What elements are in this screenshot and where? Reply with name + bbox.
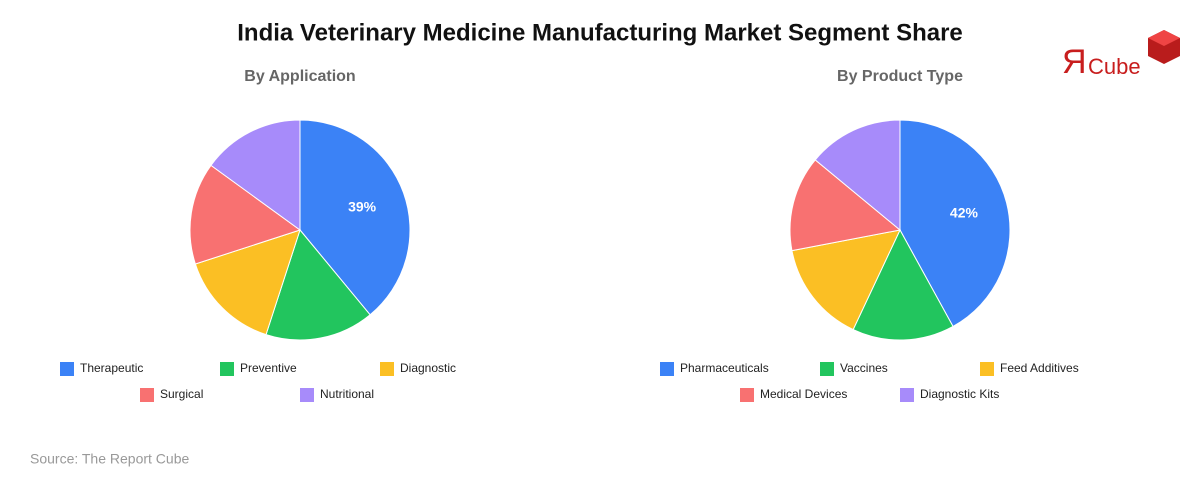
legend-swatch	[740, 388, 754, 402]
pie-slice	[852, 228, 954, 341]
legend-label: Medical Devices	[760, 387, 847, 401]
pie-slice	[194, 229, 301, 336]
legend-label: Feed Additives	[1000, 361, 1079, 375]
legend-swatch	[140, 388, 154, 402]
pie-slice	[299, 119, 411, 316]
legend-label: Preventive	[240, 361, 297, 375]
value-label: 39%	[348, 198, 377, 214]
legend-swatch	[820, 362, 834, 376]
legend-swatch	[900, 388, 914, 402]
chart-subtitle: By Application	[244, 68, 355, 85]
legend-swatch	[380, 362, 394, 376]
pie-slice	[899, 119, 1011, 328]
legend-label: Pharmaceuticals	[680, 361, 769, 375]
pie-slice	[265, 228, 371, 341]
legend-label: Therapeutic	[80, 361, 143, 375]
pie-slice	[791, 229, 901, 331]
source: Source: The Report Cube	[30, 451, 189, 467]
value-label: 42%	[950, 204, 979, 220]
legend-label: Diagnostic	[400, 361, 456, 375]
pie-slice	[814, 119, 901, 232]
chart-subtitle: By Product Type	[837, 68, 963, 85]
legend-swatch	[300, 388, 314, 402]
logo-text: Cube	[1088, 54, 1141, 79]
legend-swatch	[220, 362, 234, 376]
pie-slice	[789, 159, 902, 252]
legend-swatch	[980, 362, 994, 376]
logo: Я Cube	[1062, 30, 1180, 81]
logo-mark: Я	[1062, 43, 1087, 81]
legend-swatch	[60, 362, 74, 376]
logo-cube-top	[1148, 30, 1180, 46]
legend-label: Nutritional	[320, 387, 374, 401]
legend-label: Surgical	[160, 387, 203, 401]
legend-swatch	[660, 362, 674, 376]
legend-label: Vaccines	[840, 361, 888, 375]
legend-label: Diagnostic Kits	[920, 387, 999, 401]
page-title: India Veterinary Medicine Manufacturing …	[237, 19, 963, 46]
pie-slice	[210, 119, 301, 231]
pie-slice	[189, 164, 302, 265]
